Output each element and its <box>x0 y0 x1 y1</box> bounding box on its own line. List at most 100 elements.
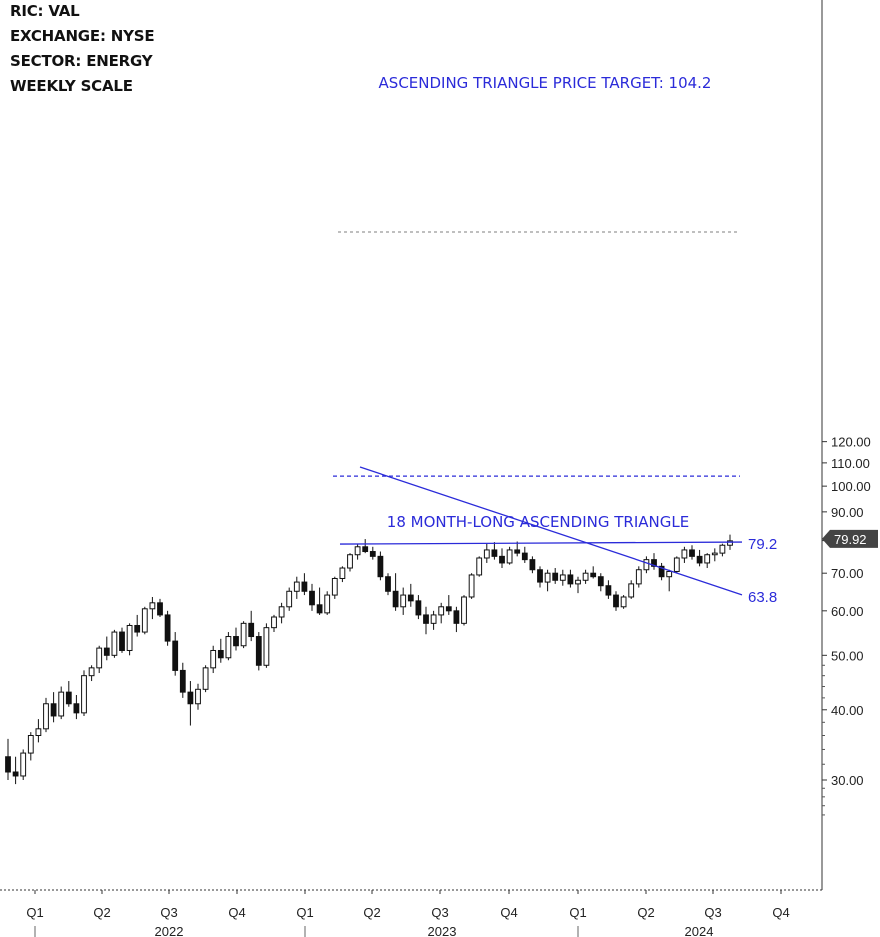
exchange-label: EXCHANGE: NYSE <box>10 27 155 45</box>
candle-body <box>377 555 384 578</box>
quarter-label: Q3 <box>160 905 177 920</box>
candle-body <box>301 581 308 592</box>
candle-body <box>559 574 566 581</box>
candle-body <box>453 610 460 624</box>
quarter-label: Q2 <box>363 905 380 920</box>
ric-label: RIC: VAL <box>10 2 80 20</box>
candle-body <box>423 614 429 624</box>
candle-body <box>711 552 718 556</box>
candle-body <box>514 549 521 554</box>
year-label: 2024 <box>685 924 714 937</box>
candle-body <box>293 581 300 592</box>
candle-body <box>263 627 270 666</box>
candle-body <box>506 549 513 564</box>
candle-body <box>164 614 171 642</box>
candle-body <box>727 540 733 546</box>
candle-body <box>681 549 688 559</box>
quarter-label: Q4 <box>500 905 517 920</box>
last-price-label: 79.92 <box>834 532 867 547</box>
candle-body <box>696 555 703 564</box>
support-line <box>359 466 743 596</box>
candle-body <box>582 572 589 581</box>
last-price-tag <box>822 529 878 548</box>
candle-body <box>119 631 125 651</box>
candle-body <box>43 703 49 730</box>
candle-body <box>217 649 224 659</box>
candle-body <box>309 590 315 606</box>
quarter-label: Q1 <box>296 905 313 920</box>
price-tick-label: 40.00 <box>831 703 864 718</box>
resistance-line <box>339 541 743 545</box>
candle-body <box>12 771 19 777</box>
candle-body <box>240 622 247 647</box>
candle-body <box>255 636 262 666</box>
candle-body <box>202 667 209 690</box>
candle-body <box>225 636 232 659</box>
candle-body <box>354 546 361 556</box>
candle-body <box>385 576 391 592</box>
candle-body <box>567 574 574 585</box>
candle-body <box>651 559 657 567</box>
candle-body <box>552 572 559 581</box>
candle-body <box>476 557 483 576</box>
candle-body <box>613 594 619 608</box>
candle-body <box>392 590 399 608</box>
candle-body <box>248 622 255 638</box>
candle-body <box>438 606 445 616</box>
quarter-label: Q3 <box>704 905 721 920</box>
candle-body <box>324 594 331 614</box>
candle-body <box>673 557 680 572</box>
candle-body <box>468 574 475 598</box>
candle-body <box>400 594 407 608</box>
year-label: 2022 <box>155 924 184 937</box>
support-label: 63.8 <box>748 589 777 606</box>
sector-label: SECTOR: ENERGY <box>10 52 153 70</box>
price-tick-label: 90.00 <box>831 505 864 520</box>
year-label: 2023 <box>428 924 457 937</box>
candle-body <box>111 631 118 656</box>
resistance-label: 79.2 <box>748 536 777 553</box>
candle-body <box>605 585 612 596</box>
candle-body <box>689 549 695 557</box>
candle-body <box>149 602 156 610</box>
candle-body <box>27 735 34 754</box>
quarter-label: Q4 <box>772 905 789 920</box>
candle-body <box>590 572 597 578</box>
price-tick-label: 110.00 <box>831 456 870 471</box>
candle-body <box>271 616 277 629</box>
candle-body <box>187 691 194 705</box>
candle-body <box>103 647 110 656</box>
candle-body <box>499 555 505 564</box>
candle-body <box>635 569 642 585</box>
pattern-text: 18 MONTH-LONG ASCENDING TRIANGLE <box>387 513 689 531</box>
candle-body <box>483 549 490 559</box>
candle-body <box>141 608 148 633</box>
price-tick-label: 30.00 <box>831 773 864 788</box>
candle-body <box>369 551 376 557</box>
price-tick-label: 100.00 <box>831 479 871 494</box>
price-tick-label: 50.00 <box>831 648 864 663</box>
candle-body <box>347 554 353 569</box>
candle-body <box>339 567 346 579</box>
target-text: ASCENDING TRIANGLE PRICE TARGET: 104.2 <box>379 74 712 92</box>
candle-body <box>35 728 42 737</box>
price-tick-label: 120.00 <box>831 435 871 450</box>
quarter-label: Q2 <box>637 905 654 920</box>
price-tick-label: 70.00 <box>831 566 864 581</box>
candle-body <box>544 572 551 583</box>
candle-body <box>704 554 711 564</box>
quarter-label: Q1 <box>26 905 43 920</box>
candle-body <box>521 552 528 561</box>
quarter-label: Q3 <box>431 905 448 920</box>
candle-body <box>126 624 133 651</box>
candle-body <box>233 636 239 647</box>
candle-body <box>5 756 11 773</box>
quarter-label: Q4 <box>228 905 245 920</box>
candle-body <box>73 703 80 714</box>
candle-body <box>331 577 338 596</box>
candle-body <box>461 596 467 624</box>
candle-body <box>643 559 650 571</box>
candle-body <box>537 569 543 583</box>
candle-body <box>628 583 635 598</box>
candle-body <box>65 691 72 705</box>
